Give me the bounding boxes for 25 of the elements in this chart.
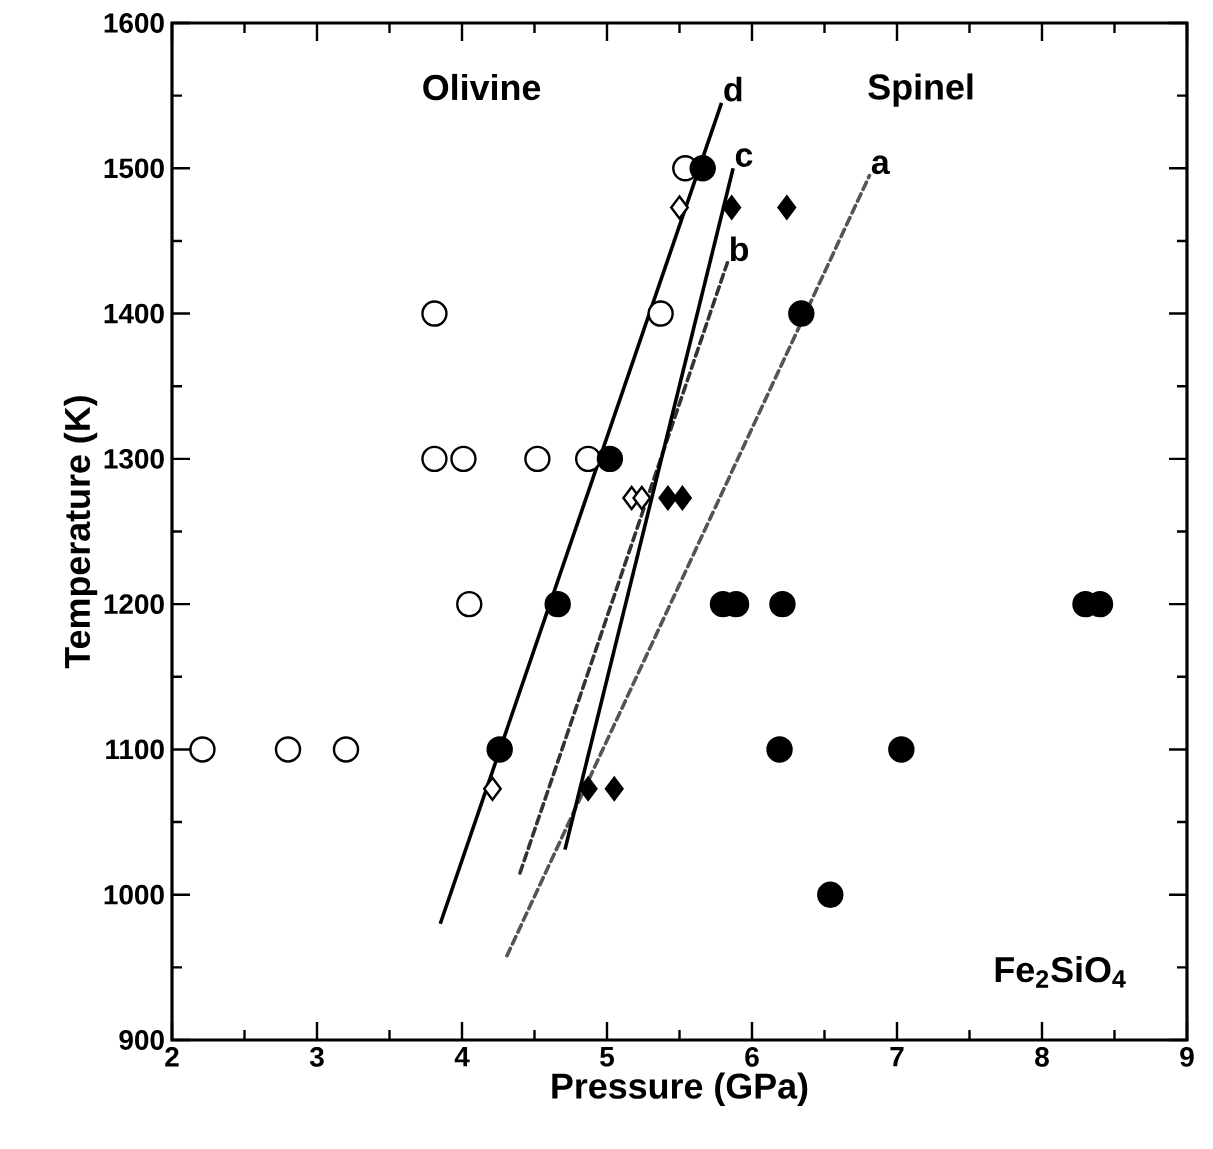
y-tick-label: 1100	[106, 739, 164, 760]
y-tick-label: 900	[119, 1030, 164, 1050]
y-tick-label: 1300	[104, 448, 164, 469]
x-tick-label: 3	[309, 1047, 324, 1067]
x-tick-label: 9	[1180, 1047, 1194, 1067]
y-tick-label: 1400	[104, 303, 164, 324]
series-label: d	[724, 76, 742, 102]
x-tick-label: 2	[165, 1047, 179, 1067]
series-label: b	[730, 236, 749, 262]
annotation: Olivine	[423, 73, 541, 101]
y-tick-label: 1500	[104, 158, 164, 179]
y-tick-label: 1200	[104, 594, 164, 615]
annotation: Fe$_{2}$SiO$_{4}$	[995, 956, 1126, 988]
series-label: a	[871, 155, 890, 175]
x-tick-label: 4	[454, 1047, 470, 1067]
y-tick-label: 1600	[104, 13, 164, 33]
legend-label: c	[735, 148, 753, 167]
y-axis-title: Temperature (K)	[63, 396, 98, 669]
y-tick-label: 1000	[104, 884, 164, 905]
x-tick-label: 7	[890, 1047, 904, 1067]
x-tick-label: 8	[1035, 1047, 1049, 1067]
annotation: Spinel	[868, 73, 973, 107]
x-tick-label: 6	[745, 1047, 759, 1067]
x-tick-label: 5	[600, 1047, 614, 1067]
x-axis-title: Pressure (GPa)	[552, 1072, 808, 1106]
